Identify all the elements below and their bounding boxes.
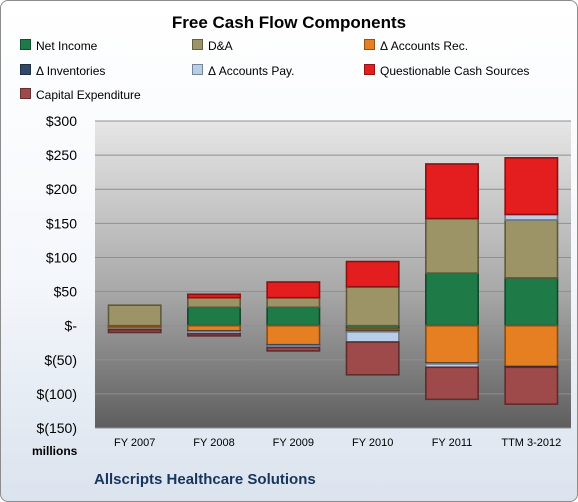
bar-segment xyxy=(425,366,479,401)
y-tick-label: $300 xyxy=(46,113,77,129)
bar-segment xyxy=(504,219,559,279)
bar-segment xyxy=(425,163,479,220)
bar-segment xyxy=(504,213,559,221)
legend-label: Net Income xyxy=(36,39,98,53)
y-tick-label: $- xyxy=(65,318,78,334)
legend-label: Δ Inventories xyxy=(36,64,106,78)
legend-item: Δ Inventories xyxy=(20,64,105,78)
y-tick-label: $(50) xyxy=(44,352,77,368)
bar-segment xyxy=(504,324,559,368)
y-tick-label: $150 xyxy=(46,215,77,231)
legend-swatch xyxy=(192,64,203,75)
legend-swatch xyxy=(20,88,31,99)
bar-segment xyxy=(266,306,321,327)
x-tick-label: FY 2007 xyxy=(114,437,155,449)
x-tick-label: FY 2011 xyxy=(432,437,473,449)
y-axis-ticks: $300 $250 $200 $150 $100 $50 $- $(50) $(100) $(15… xyxy=(37,113,78,436)
bar-segment xyxy=(187,293,241,299)
y-tick-label: $50 xyxy=(54,284,78,300)
company-name: Allscripts Healthcare Solutions xyxy=(94,471,316,488)
legend-label: D&A xyxy=(208,39,233,53)
legend-item: D&A xyxy=(192,39,233,53)
x-axis-ticks: FY 2007 FY 2008 FY 2009 FY 2010 FY 2011 TTM 3… xyxy=(114,437,561,449)
x-tick-label: FY 2008 xyxy=(193,437,234,449)
bar-segment xyxy=(266,281,321,299)
legend-label: Questionable Cash Sources xyxy=(380,64,530,78)
gridlines xyxy=(95,120,571,429)
legend-item: Δ Accounts Rec. xyxy=(364,39,468,53)
chart-title: Free Cash Flow Components xyxy=(171,13,407,32)
bar-segment xyxy=(504,277,559,327)
x-tick-label: TTM 3-2012 xyxy=(501,437,561,449)
legend-swatch xyxy=(364,64,375,75)
bar-segment xyxy=(187,333,241,337)
legend-item: Capital Expenditure xyxy=(20,88,141,102)
y-tick-label: $250 xyxy=(46,147,77,163)
bar-segment xyxy=(266,296,321,309)
bar-segment xyxy=(345,260,400,288)
bar-segment xyxy=(425,217,479,274)
y-tick-label: $(150) xyxy=(37,420,77,436)
legend-item: Questionable Cash Sources xyxy=(364,64,529,78)
bar-segment xyxy=(266,324,321,346)
legend-label: Capital Expenditure xyxy=(36,88,141,102)
legend-swatch xyxy=(364,39,375,50)
y-tick-label: $100 xyxy=(46,249,77,265)
legend-label: Δ Accounts Rec. xyxy=(380,39,469,53)
legend-label: Δ Accounts Pay. xyxy=(208,64,295,78)
bar-segment xyxy=(345,285,400,327)
bar-segment xyxy=(425,324,479,364)
bar-segment xyxy=(504,157,559,216)
bar-segment xyxy=(107,304,162,327)
y-tick-label: $(100) xyxy=(37,386,77,402)
unit-label: millions xyxy=(32,444,78,458)
bar-segment xyxy=(107,328,162,334)
bars xyxy=(107,157,559,405)
y-tick-label: $200 xyxy=(46,181,77,197)
legend-item: Δ Accounts Pay. xyxy=(192,64,295,78)
bar-segment xyxy=(187,306,241,327)
legend-swatch xyxy=(20,64,31,75)
plot-area xyxy=(95,121,571,428)
x-tick-label: FY 2010 xyxy=(352,437,393,449)
bar-segment xyxy=(266,346,321,352)
bar-segment xyxy=(504,366,559,405)
legend-swatch xyxy=(20,39,31,50)
bar-segment xyxy=(425,272,479,327)
x-tick-label: FY 2009 xyxy=(273,437,314,449)
bar-segment xyxy=(345,341,400,376)
bar-segment xyxy=(345,331,400,343)
bar-segment xyxy=(187,324,241,332)
bar-segment xyxy=(187,296,241,309)
legend-item: Net Income xyxy=(20,39,97,53)
legend-swatch xyxy=(192,39,203,50)
chart-legend: Net Income D&A Δ Accounts Rec. Δ Inventorie… xyxy=(0,0,578,110)
